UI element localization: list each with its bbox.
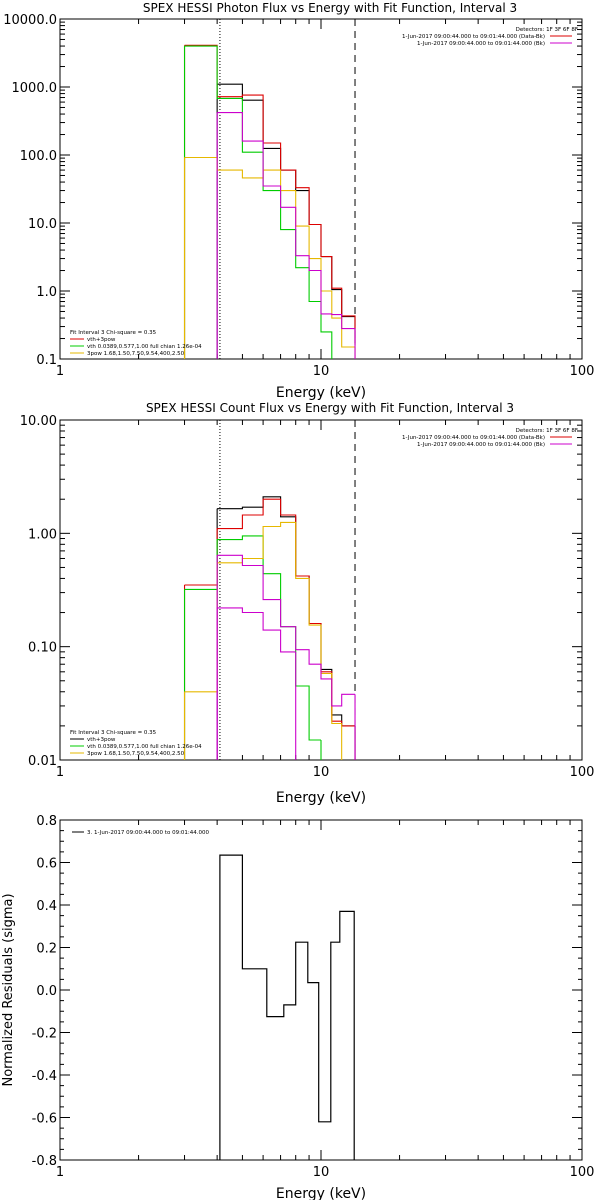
count-flux-axes: [59, 419, 583, 761]
x-tick-label: 100: [570, 765, 595, 780]
y-tick-label: 0.6: [36, 857, 57, 872]
y-tick-label: 100.0: [20, 149, 57, 164]
count-flux-time-label-bk: 1-Jun-2017 09:00:44.000 to 09:01:44.000 …: [417, 442, 545, 448]
residuals-legend: 3. 1-Jun-2017 09:00:44.000 to 09:01:44.0…: [87, 830, 210, 836]
y-tick-label: 1000.0: [12, 81, 58, 96]
residuals-panel: 1 10 100 0.8 0.6 0.4 0.2 0.0 -0.2 -0.4 -0.6 -0.8 En…: [1, 814, 594, 1200]
x-tick-label: 1: [56, 765, 64, 780]
series-line-2: [184, 45, 333, 359]
residuals-x-label: Energy (keV): [276, 1186, 366, 1200]
photon-flux-fit-entry-1: vth+3pow: [87, 337, 116, 343]
y-tick-label: 0.1: [36, 353, 57, 368]
photon-flux-panel: SPEX HESSI Photon Flux vs Energy with Fi…: [3, 1, 595, 401]
count-flux-x-label: Energy (keV): [276, 790, 366, 806]
series-line-3: [184, 521, 342, 725]
count-flux-fit-header: Fit Interval 3 Chi-square = 0.35: [70, 730, 157, 736]
residuals-axes: [59, 819, 583, 1161]
count-flux-title: SPEX HESSI Count Flux vs Energy with Fit…: [146, 401, 514, 415]
series-line-0: [217, 496, 355, 727]
series-line-0: [217, 83, 356, 344]
count-flux-detectors: Detectors: 1F 3F 6F 8F: [516, 428, 578, 434]
x-tick-label: 100: [570, 1165, 595, 1180]
count-flux-fit-entry-3: 3pow 1.68,1.50,7.50,9.54,400,2.50: [87, 751, 185, 757]
y-tick-label: 10000.0: [3, 13, 57, 28]
photon-flux-fit-entry-3: 3pow 1.68,1.50,7.50,9.54,400,2.50: [87, 351, 185, 357]
series-line-5: [217, 607, 296, 653]
y-tick-label: 0.01: [28, 754, 57, 769]
photon-flux-fit-header: Fit Interval 3 Chi-square = 0.35: [70, 330, 157, 336]
y-tick-label: 1.00: [28, 527, 57, 542]
count-flux-fit-entry-2: vth 0.0389,0.577,1.00 full chian 1.26e-0…: [87, 744, 202, 750]
y-tick-label: 0.10: [28, 641, 57, 656]
photon-flux-x-label: Energy (keV): [276, 385, 366, 401]
count-flux-panel: SPEX HESSI Count Flux vs Energy with Fit…: [20, 401, 595, 806]
y-tick-label: -0.2: [32, 1027, 57, 1042]
y-tick-label: -0.4: [32, 1069, 57, 1084]
y-tick-label: 10.0: [28, 217, 57, 232]
y-tick-label: 0.0: [36, 984, 57, 999]
x-tick-label: 1: [56, 1165, 64, 1180]
x-tick-label: 1: [56, 364, 64, 379]
photon-flux-time-label-data: 1-Jun-2017 09:00:44.000 to 09:01:44.000 …: [402, 34, 545, 40]
y-tick-label: -0.6: [32, 1112, 57, 1127]
series-line-1: [184, 44, 356, 346]
count-flux-fit-entry-1: vth+3pow: [87, 737, 116, 743]
photon-flux-title: SPEX HESSI Photon Flux vs Energy with Fi…: [143, 1, 517, 15]
series-line-4: [217, 554, 355, 707]
photon-flux-fit-entry-2: vth 0.0389,0.577,1.00 full chian 1.26e-0…: [87, 344, 202, 350]
x-tick-label: 100: [570, 364, 595, 379]
residuals-y-label: Normalized Residuals (sigma): [1, 893, 16, 1086]
y-tick-label: 10.00: [20, 414, 57, 429]
y-tick-label: 0.4: [36, 899, 57, 914]
y-tick-label: 0.8: [36, 814, 57, 829]
y-tick-label: 1.0: [36, 285, 57, 300]
y-tick-label: -0.8: [32, 1154, 57, 1169]
residuals-line: [219, 854, 355, 1160]
x-tick-label: 10: [313, 364, 330, 379]
y-tick-label: 0.2: [36, 942, 57, 957]
series-line-2: [184, 535, 321, 741]
x-tick-label: 10: [313, 765, 330, 780]
photon-flux-detectors: Detectors: 1F 3F 6F 8F: [516, 27, 578, 33]
count-flux-time-label-data: 1-Jun-2017 09:00:44.000 to 09:01:44.000 …: [402, 435, 545, 441]
photon-flux-time-label-bk: 1-Jun-2017 09:00:44.000 to 09:01:44.000 …: [417, 41, 545, 47]
x-tick-label: 10: [313, 1165, 330, 1180]
series-line-4: [217, 112, 355, 330]
